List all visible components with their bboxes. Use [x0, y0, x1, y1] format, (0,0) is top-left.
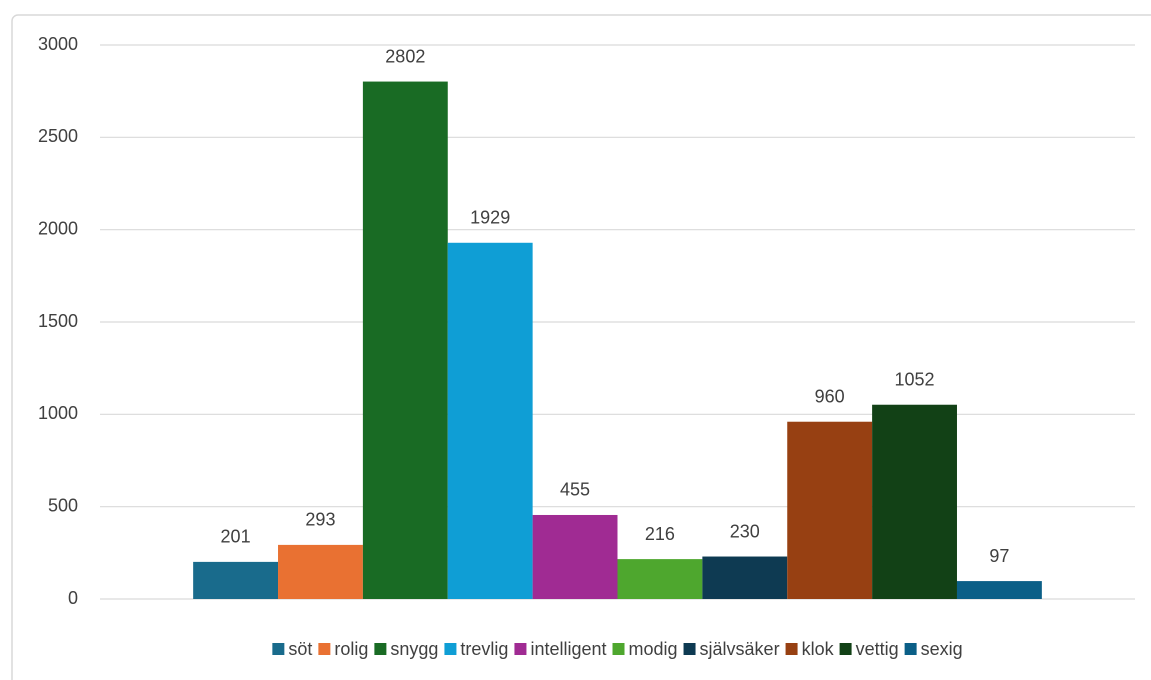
bar — [617, 559, 703, 599]
y-tick-label: 2000 — [38, 218, 78, 238]
legend-swatch — [785, 643, 798, 655]
bar — [362, 81, 448, 599]
legend-swatch — [904, 643, 917, 655]
bar — [532, 514, 618, 599]
legend-label: sexig — [921, 639, 963, 659]
data-label: 455 — [560, 480, 590, 500]
y-tick-label: 1500 — [38, 311, 78, 331]
legend-label: klok — [802, 639, 835, 659]
data-label: 216 — [645, 524, 675, 544]
legend-swatch — [683, 643, 696, 655]
data-label: 201 — [221, 527, 251, 547]
legend-label: vettig — [856, 639, 899, 659]
data-label: 97 — [989, 546, 1009, 566]
legend-swatch — [272, 643, 285, 655]
bar — [787, 421, 873, 599]
y-tick-label: 3000 — [38, 34, 78, 54]
bar — [702, 556, 788, 599]
bar — [872, 404, 957, 599]
y-tick-label: 500 — [48, 495, 78, 515]
y-tick-label: 1000 — [38, 403, 78, 423]
legend-label: trevlig — [460, 639, 508, 659]
data-label: 1929 — [470, 208, 510, 228]
data-label: 293 — [305, 510, 335, 530]
legend-swatch — [374, 643, 387, 655]
legend-label: rolig — [334, 639, 368, 659]
bar — [193, 561, 279, 599]
legend-swatch — [444, 643, 457, 655]
legend-label: söt — [288, 639, 312, 659]
legend-swatch — [514, 643, 527, 655]
data-label: 960 — [815, 386, 845, 406]
legend-label: intelligent — [530, 639, 606, 659]
data-label: 1052 — [895, 369, 935, 389]
y-tick-label: 0 — [68, 588, 78, 608]
y-tick-label: 2500 — [38, 126, 78, 146]
data-label: 2802 — [385, 46, 425, 66]
bar — [447, 242, 533, 599]
legend-swatch — [839, 643, 852, 655]
legend-swatch — [612, 643, 625, 655]
legend-swatch — [318, 643, 331, 655]
legend-label: självsäker — [700, 639, 780, 659]
legend: söt rolig snygg trevlig intelligent modig själ… — [272, 639, 963, 659]
bar — [956, 581, 1042, 599]
legend-label: modig — [629, 639, 678, 659]
bar — [278, 544, 363, 599]
legend-label: snygg — [390, 639, 438, 659]
data-label: 230 — [730, 521, 760, 541]
